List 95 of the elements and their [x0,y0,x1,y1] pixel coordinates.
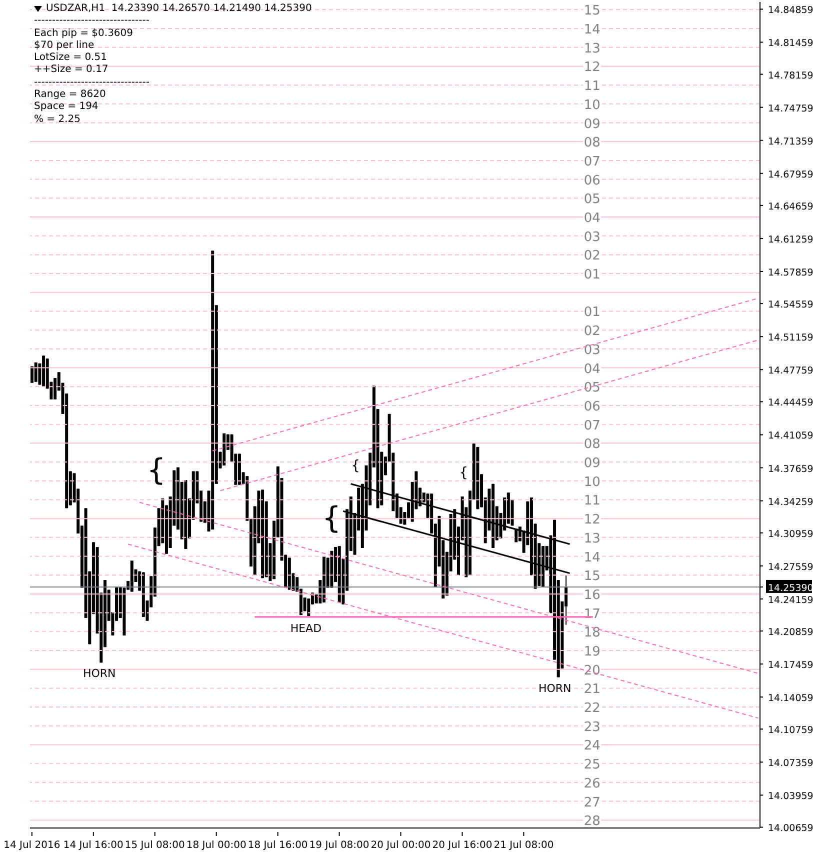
annotation: 08 [584,437,600,452]
y-tick-label: 14.41059 [768,430,813,442]
annotation: 06 [584,399,600,414]
x-tick-label: 14 Jul 2016 [4,840,60,851]
y-tick-label: 14.07359 [768,758,813,770]
x-tick-label: 21 Jul 08:00 [494,840,554,851]
annotation: { [459,465,468,482]
y-tick-label: 14.81459 [768,38,813,50]
annotation: 08 [584,136,600,151]
y-tick-label: 14.24159 [768,594,813,606]
annotation: Range = 8620 [34,89,107,102]
y-tick-label: 14.25390 [768,582,813,594]
x-tick-label: 14 Jul 16:00 [63,840,124,851]
y-tick-label: 14.30959 [768,528,813,540]
annotation: 14 [584,550,600,566]
annotation: 05 [584,380,600,396]
y-tick-label: 14.20859 [768,626,813,638]
annotation: 20 [584,663,600,678]
y-tick-label: 14.14059 [768,693,813,704]
annotation: { [322,501,342,536]
annotation: 22 [584,701,600,716]
annotation: 09 [584,456,600,472]
y-tick-label: 14.71359 [768,136,813,148]
annotation: LotSize = 0.51 [34,52,108,64]
x-tick-label: 20 Jul 00:00 [370,840,431,851]
annotation: 12 [584,60,600,76]
annotation: 07 [584,154,600,170]
annotation: HEAD [290,622,322,636]
x-tick-label: 15 Jul 08:00 [124,840,185,851]
annotation: 11 [584,79,600,94]
annotation: 06 [584,173,600,188]
annotation: 19 [584,644,600,660]
y-tick-label: 14.67959 [768,169,813,180]
annotation: { [146,453,166,488]
annotation: 28 [584,814,600,830]
annotation: Each pip = $0.3609 [34,28,134,40]
y-tick-label: 14.64659 [768,201,813,212]
annotation: 27 [584,795,600,810]
x-tick-label: 18 Jul 00:00 [186,840,246,851]
annotation: % = 2.25 [34,114,82,126]
annotation: -------------------------------- [34,15,150,28]
annotation: 11 [584,494,600,509]
annotation: 15 [584,4,600,19]
annotation: 05 [584,192,600,208]
annotation: 23 [584,720,600,735]
annotation: ++Size = 0.17 [34,64,110,77]
annotation: 01 [584,268,600,283]
annotation: 04 [584,211,600,226]
y-tick-label: 14.57859 [768,268,813,279]
annotation: 16 [584,588,600,603]
x-tick-label: 18 Jul 16:00 [248,840,308,851]
annotation: 01 [584,305,600,320]
annotation: HORN [82,666,116,680]
annotation: 10 [584,98,600,113]
annotation: 13 [584,41,600,56]
y-tick-label: 14.10759 [768,725,813,736]
chart-title: USDZAR,H1 14.23390 14.26570 14.21490 14.25390 [46,3,312,16]
annotation: 03 [584,342,600,358]
y-tick-label: 14.34259 [768,496,813,508]
annotation: 09 [584,116,600,132]
annotation: 04 [584,362,600,377]
annotation: 25 [584,758,600,773]
annotation: { [351,458,360,474]
y-tick-label: 14.44459 [768,398,813,409]
annotation: 02 [584,248,600,264]
annotation: 07 [584,418,600,434]
annotation: 13 [584,531,600,546]
y-tick-label: 14.47759 [768,366,813,377]
y-tick-label: 14.37659 [768,464,813,475]
y-tick-label: 14.17459 [768,660,813,672]
y-tick-label: 14.61259 [768,234,813,246]
y-tick-label: 14.54559 [768,300,813,311]
x-tick-label: 19 Jul 08:00 [309,840,370,851]
annotation: 21 [584,682,600,698]
annotation: 24 [584,738,600,754]
y-tick-label: 14.74759 [768,103,813,114]
annotation: -------------------------------- [34,76,150,90]
annotation: 26 [584,776,600,792]
y-tick-label: 14.51159 [768,332,813,344]
annotation: 12 [584,512,600,528]
y-tick-label: 14.03959 [768,791,813,802]
annotation: 02 [584,324,600,340]
annotation: 18 [584,626,600,641]
y-tick-label: 14.27559 [768,562,813,573]
annotation: 15 [584,569,600,584]
y-tick-label: 14.00659 [768,823,813,834]
annotation: 03 [584,230,600,245]
annotation: $70 per line [34,40,96,52]
y-tick-label: 14.84859 [768,5,813,16]
annotation: Space = 194 [34,101,100,114]
annotation: 10 [584,474,600,490]
annotation: HORN [538,682,572,695]
y-tick-label: 14.78159 [768,70,813,82]
x-tick-label: 20 Jul 16:00 [432,840,492,851]
annotation: 14 [584,22,600,38]
